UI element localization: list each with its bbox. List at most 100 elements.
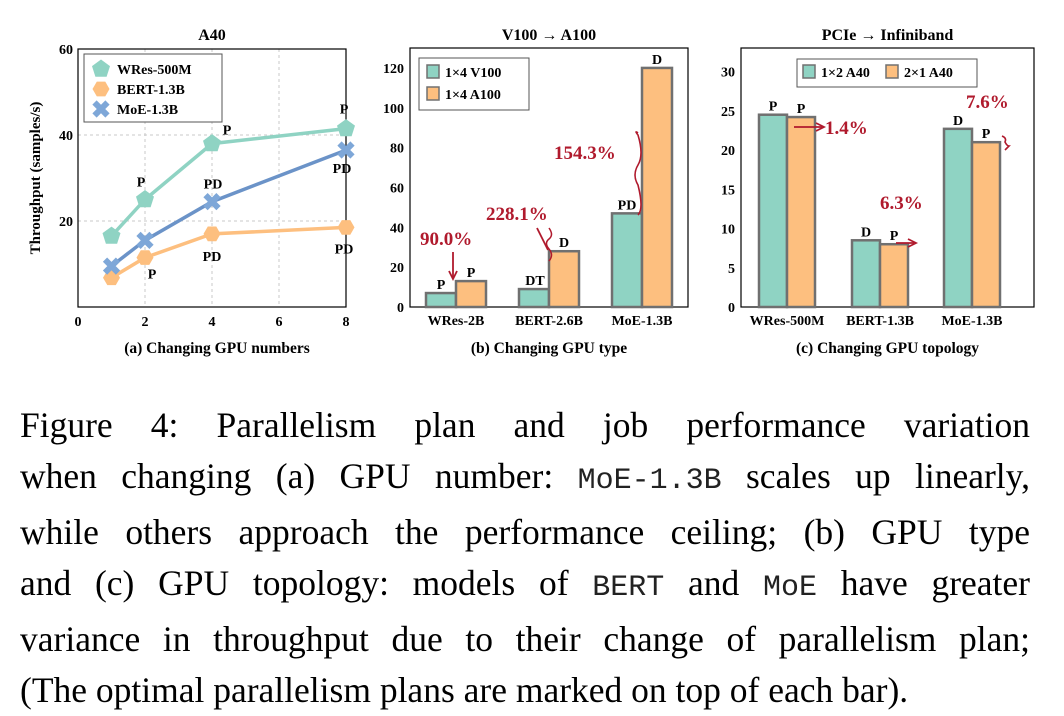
plot-frame-a [77,48,347,308]
x-category-label: MoE-1.3B [941,314,1002,329]
legend-label: WRes-500M [117,63,192,78]
series-line-MoE-1.3B [110,148,347,268]
annotation-arrowhead [907,238,919,248]
annotation-arrow [536,227,549,251]
y-tick-label: 15 [721,183,735,198]
y-tick-label: 40 [59,129,73,144]
bar-2×1 A40-WRes-500M [785,115,817,309]
chart-title: V100 → A100 [502,27,596,44]
y-tick-label: 10 [721,223,735,238]
panel-b-bar-chart: V100 → A100 0 20 40 60 80 100 120 WRes-2B BERT-2.… [383,27,689,357]
legend-label: 1×4 V100 [445,66,501,81]
marker-WRes-500M [136,190,154,208]
plan-label: D [652,53,662,68]
x-tick-label: 8 [343,315,350,330]
x-tick-label: 0 [75,315,82,330]
y-tick-label: 100 [383,102,404,117]
x-category-label: WRes-500M [750,314,825,329]
marker-WRes-500M [337,119,355,137]
x-tick-label: 6 [276,315,283,330]
legend-label: 1×4 A100 [445,88,501,103]
y-tick-label: 20 [59,215,73,230]
x-category-label: BERT-2.6B [515,314,583,329]
y-tick-label: 30 [721,66,735,81]
plan-label: P [769,100,778,115]
series-line-BERT-1.3B [110,225,347,280]
bar-1×4 V100-MoE-1.3B [610,212,644,309]
plan-label: DT [525,274,545,289]
annotation-percent: 6.3% [880,193,923,214]
bar-1×2 A40-WRes-500M [757,113,789,309]
plan-label: P [223,124,232,139]
y-tick-label: 0 [728,301,735,316]
legend-swatch [802,64,816,79]
annotation-arrowhead [448,270,458,282]
caption-line-4: and (c) GPU topology: models of BERT and… [20,563,1030,605]
bar-1×4 A100-BERT-2.6B [547,249,581,309]
annotation-brace [545,227,553,262]
caption-line-3: while others approach the performance ce… [20,512,1030,552]
caption-line-2: when changing (a) GPU number: MoE-1.3B s… [20,456,1030,498]
plan-label: P [137,176,146,191]
caption-code-moe: MoE-1.3B [577,464,722,498]
x-category-label: BERT-1.3B [846,314,914,329]
bar-1×2 A40-BERT-1.3B [850,239,882,309]
marker-WRes-500M [102,226,121,244]
annotation-brace [1001,135,1011,151]
figure-4-charts: A40 20 40 60 0 2 4 6 8 Throughput (samples/s) (a) … [28,27,1035,357]
marker-BERT-1.3B [337,220,355,235]
chart-title: PCIe → Infiniband [822,27,954,44]
annotation-arrowhead [815,122,827,132]
chart-a-title: A40 [198,27,226,44]
subcaption: (c) Changing GPU topology [796,340,979,357]
panel-c-bar-chart: PCIe → Infiniband 0 5 10 15 20 25 30 WRes-500M BE… [721,27,1035,357]
panel-a-line-chart: A40 20 40 60 0 2 4 6 8 Throughput (samples/s) (a) … [28,27,355,357]
y-tick-label: 20 [721,144,735,159]
marker-WRes-500M [92,59,110,77]
bar-1×4 A100-MoE-1.3B [640,66,674,309]
y-tick-label: 20 [390,261,404,276]
y-tick-label: 5 [728,262,735,277]
plan-label: D [861,225,871,240]
annotation-percent: 228.1% [486,204,548,225]
plan-label: PD [618,198,637,213]
marker-MoE-1.3B [337,141,355,159]
x-category-label: MoE-1.3B [611,314,672,329]
marker-MoE-1.3B [92,100,110,118]
y-axis-label: Throughput (samples/s) [28,102,44,255]
figure-caption: Figure 4: Parallelism plan and job perfo… [20,400,1030,716]
plan-label: P [797,102,806,117]
legend-swatch [426,86,440,101]
plan-label: P [437,278,446,293]
legend-label: BERT-1.3B [117,83,185,98]
plan-label: P [340,103,349,118]
y-tick-label: 120 [383,62,404,77]
marker-MoE-1.3B [203,193,221,211]
marker-BERT-1.3B [92,81,110,97]
plan-label: P [890,229,899,244]
x-tick-label: 2 [142,315,149,330]
annotation-percent: 154.3% [554,143,616,164]
annotation-percent: 1.4% [825,118,868,139]
legend-label: 2×1 A40 [904,66,953,81]
plan-label: P [467,266,476,281]
annotation-percent: 7.6% [966,92,1009,113]
bar-1×2 A40-MoE-1.3B [942,127,974,309]
bar-2×1 A40-MoE-1.3B [970,140,1002,309]
marker-MoE-1.3B [102,257,121,275]
annotation-percent: 90.0% [420,229,472,250]
caption-line-6: (The optimal parallelism plans are marke… [20,670,909,710]
y-tick-label: 80 [390,142,404,157]
y-tick-label: 60 [59,43,73,58]
legend-label: MoE-1.3B [117,103,178,118]
y-tick-label: 60 [390,181,404,196]
plan-label: PD [203,250,222,265]
plan-label: PD [333,162,352,177]
plan-label: D [953,114,963,129]
subcaption-a: (a) Changing GPU numbers [124,340,310,357]
bar-2×1 A40-BERT-1.3B [878,242,910,309]
legend-swatch [426,64,440,79]
caption-code-moe-2: MoE [762,571,817,605]
legend-label: 1×2 A40 [821,66,870,81]
bar-1×4 A100-WRes-2B [454,279,488,309]
